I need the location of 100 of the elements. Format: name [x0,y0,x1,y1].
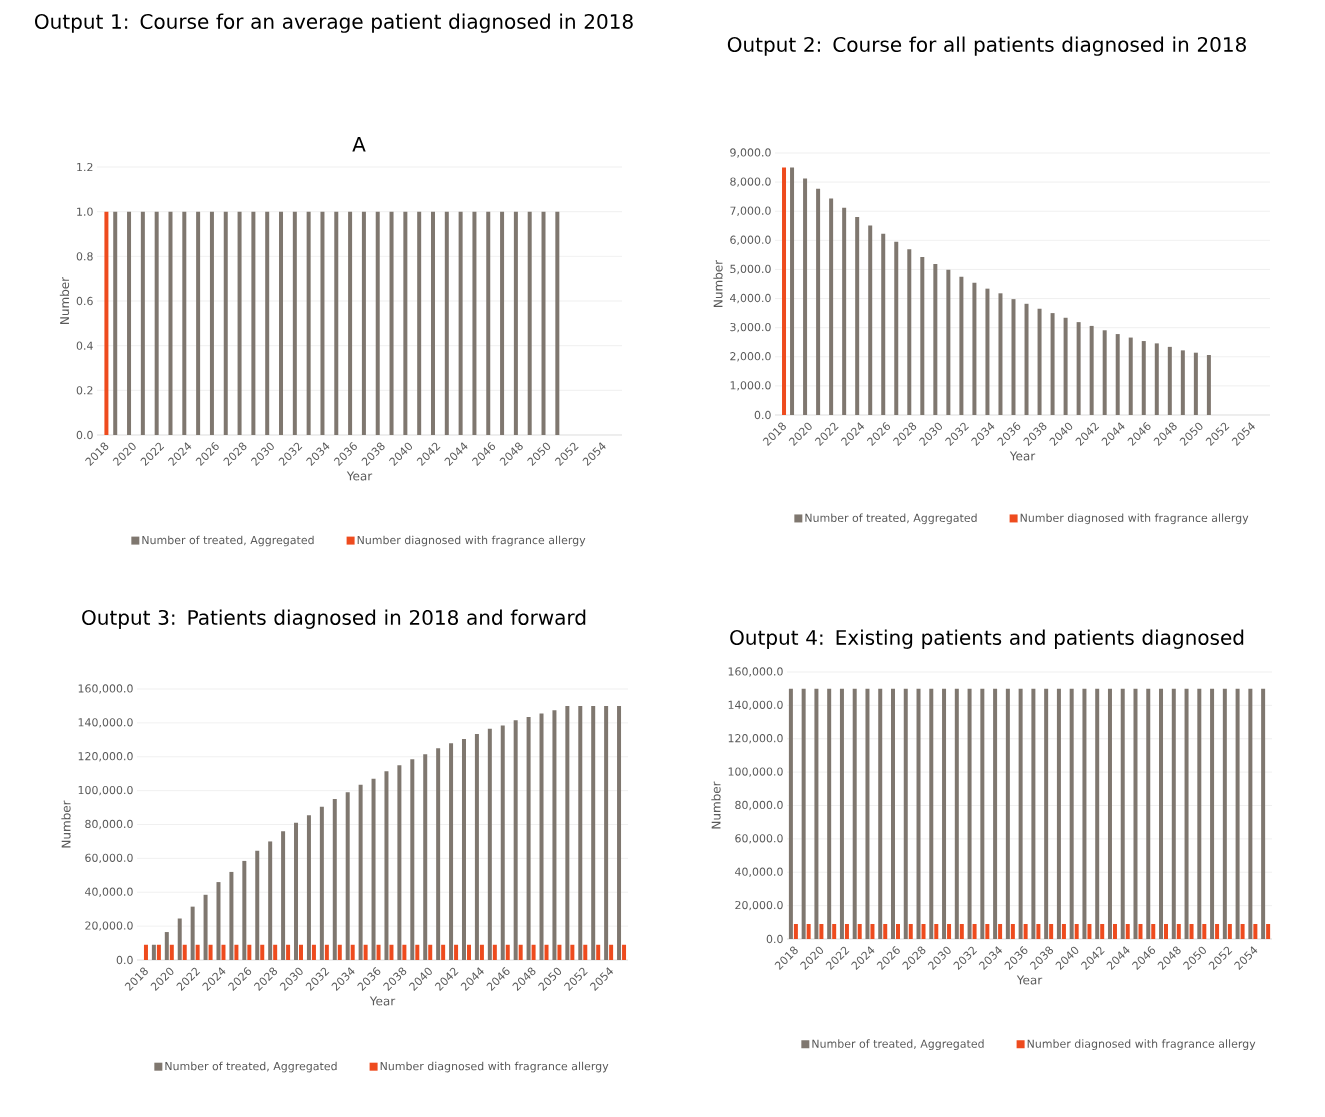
bar [816,188,821,415]
bar [461,738,466,960]
bar [436,748,441,960]
y-tick-label: 8,000.0 [730,177,771,187]
bar [1128,337,1133,415]
bar [358,784,363,960]
bar [247,944,252,960]
bar [842,207,847,415]
y-tick-label: 0.0 [766,934,783,944]
bar [492,944,497,960]
bar [1024,303,1029,415]
bar [203,894,208,960]
x-axis-title: Year [346,471,373,481]
bar [609,944,614,960]
y-tick-label: 120,000.0 [78,752,133,762]
bar [410,759,415,960]
y-tick-label: 5,000.0 [730,264,771,275]
bar [552,710,557,960]
y-tick-label: 3,000.0 [730,322,771,333]
bar [268,841,273,960]
y-tick-label: 2,000.0 [730,352,771,362]
y-tick-label: 100,000.0 [78,785,133,796]
bar [959,276,964,415]
bar [1141,341,1146,415]
bar [454,944,459,960]
bar [526,716,531,960]
bar [513,720,518,960]
bar [208,944,213,960]
bar [397,765,402,960]
y-tick-label: 60,000.0 [735,834,783,844]
bar [539,713,544,960]
bar [371,778,376,960]
y-tick-label: 1,000.0 [730,381,771,391]
bar [505,944,510,960]
y-tick-label: 0.2 [76,386,93,395]
bar [286,944,291,960]
y-tick-label: 1.0 [77,207,93,216]
chart-title: Output 1: Course for an average patient diagnosed in 2018 [35,13,633,33]
x-axis-title: Year [1016,975,1043,985]
y-axis-title: Number [59,276,70,324]
legend-label: Number of treated, Aggregated [142,535,314,547]
y-axis-title: Number [61,800,71,848]
bar [229,871,234,960]
y-tick-label: 9,000.0 [730,148,771,158]
bar [182,944,187,960]
bar [868,225,873,415]
y-tick-label: 20,000.0 [85,921,133,931]
bar [294,822,299,960]
bar [591,705,596,960]
bar [1180,350,1185,415]
bar [933,263,938,415]
bar [216,882,221,960]
legend-label: Number diagnosed with fragrance allergy [357,535,586,547]
bar [1167,346,1172,415]
bar [242,860,247,960]
bar [565,705,570,960]
y-tick-label: 120,000.0 [728,734,783,744]
bar [428,944,433,960]
bar [803,178,808,415]
bar [169,944,174,960]
bar [946,269,951,415]
bar [1037,308,1042,415]
bar [1206,355,1211,415]
y-axis-title: Number [711,781,721,829]
bar [920,256,925,415]
y-tick-label: 7,000.0 [730,206,771,216]
y-tick-label: 0.0 [116,955,133,965]
y-tick-label: 0.4 [76,341,93,350]
bar [423,754,428,960]
bar [985,288,990,415]
x-axis-title: Year [369,996,396,1006]
bar [319,806,324,960]
bar [449,743,454,960]
bar [441,944,446,960]
y-tick-label: 100,000.0 [728,767,783,777]
bar [337,944,342,960]
bar [311,944,316,960]
bar [151,944,156,960]
bar [376,944,381,960]
bar [234,944,239,960]
bar [972,282,977,415]
chart-title: Output 3: Patients diagnosed in 2018 and forward [82,609,586,629]
bar [583,944,588,960]
bar [1193,352,1198,415]
bar [518,944,523,960]
chart-title: Output 4: Existing patients and patients diagnosed [730,629,1244,649]
legend-label: Number diagnosed with fragrance allergy [380,1061,609,1073]
bar [604,705,609,960]
bar [281,831,286,960]
bar [907,249,912,415]
y-tick-label: 40,000.0 [735,867,783,877]
bar [782,167,787,415]
bar [557,944,562,960]
bar [345,792,350,960]
y-tick-label: 140,000.0 [78,718,133,728]
bar [221,944,226,960]
bar [881,233,886,415]
bar [1154,343,1159,415]
bar [531,944,536,960]
bar [622,944,627,960]
